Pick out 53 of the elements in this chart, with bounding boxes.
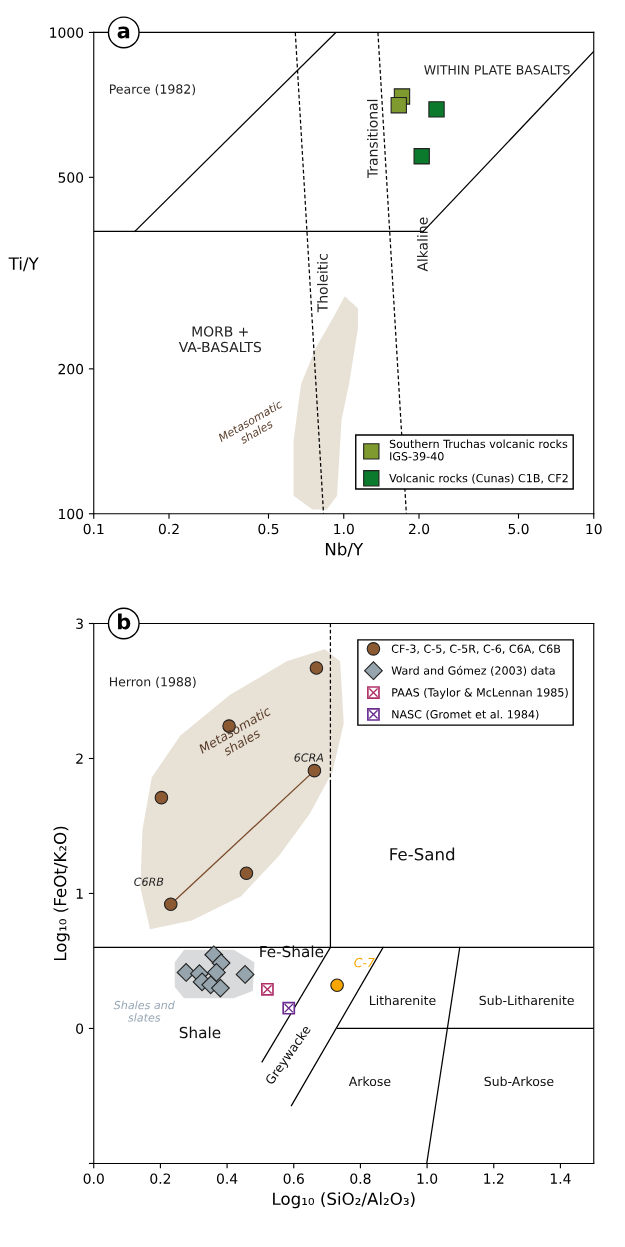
y-tick-label: 100 [59, 508, 84, 520]
legend-label: CF-3, C-5, C-5R, C-6, C6A, C6B [391, 644, 561, 655]
x-tick-label: 5.0 [508, 523, 529, 535]
annotation: MORB + VA-BASALTS [178, 326, 262, 353]
y-tick-label: 3 [76, 618, 83, 629]
annotation: C6RB [134, 877, 164, 886]
y-tick-label: 0 [76, 1023, 84, 1034]
x-tick-label: 1.2 [484, 1173, 504, 1184]
legend-label: Southern Truchas volcanic rocks IGS-39-40 [389, 439, 568, 461]
chart-title: b [118, 613, 131, 630]
annotation: Shales and slates [113, 1000, 175, 1022]
y-tick-label: 500 [58, 172, 84, 183]
y-tick-label: 200 [58, 363, 84, 375]
annotation: C-7 [354, 957, 375, 968]
x-tick-label: 0.0 [83, 1173, 104, 1184]
y-axis-title: Log₁₀ (FeOt/K₂O) [53, 826, 70, 961]
x-tick-label: 0.6 [283, 1173, 304, 1184]
y-tick-label: 1000 [50, 27, 84, 38]
x-tick-label: 1.4 [550, 1173, 571, 1184]
annotation: WITHIN PLATE BASALTS [424, 65, 570, 75]
annotation: Fe-Shale [260, 945, 324, 958]
annotation: Herron (1988) [109, 676, 196, 688]
x-tick-label: 0.1 [83, 523, 104, 535]
x-tick-label: 1.0 [417, 1173, 438, 1184]
legend-label: Volcanic rocks (Cunas) C1B, CF2 [389, 473, 568, 484]
x-tick-label: 10 [586, 523, 602, 535]
x-tick-label: 2.0 [408, 523, 430, 535]
legend-label: PAAS (Taylor & McLennan 1985) [392, 688, 568, 699]
x-tick-label: 0.4 [216, 1173, 238, 1184]
x-tick-label: 1.0 [334, 523, 354, 535]
annotation: Arkose [348, 1076, 391, 1087]
y-tick-label: 2 [76, 753, 83, 764]
x-tick-label: 0.8 [350, 1173, 371, 1184]
annotation: 6CRA [294, 753, 324, 762]
annotation: Alkaline [417, 217, 428, 272]
x-tick-label: 0.5 [258, 523, 279, 535]
legend-label: NASC (Gromet et al. 1984) [392, 709, 539, 720]
annotation: Shale [179, 1026, 221, 1039]
x-tick-label: 0.2 [158, 523, 179, 535]
x-tick-label: 0.2 [150, 1173, 171, 1184]
x-axis-title: Nb/Y [325, 542, 364, 557]
annotation: Tholeitic [317, 254, 328, 313]
chart-title: a [117, 26, 130, 39]
x-axis-title: Log₁₀ (SiO₂/Al₂O₃) [273, 1192, 415, 1209]
legend-label: Ward and Gómez (2003) data [391, 665, 555, 677]
annotation: Sub-Litharenite [479, 995, 574, 1006]
annotation: Fe-Sand [390, 847, 455, 861]
y-tick-label: 1 [76, 888, 83, 899]
annotation: Sub-Arkose [484, 1076, 554, 1087]
annotation: Pearce (1982) [109, 84, 196, 96]
y-axis-title: Ti/Y [8, 256, 39, 272]
annotation: Transitional [367, 99, 378, 179]
annotation: Litharenite [369, 995, 436, 1006]
